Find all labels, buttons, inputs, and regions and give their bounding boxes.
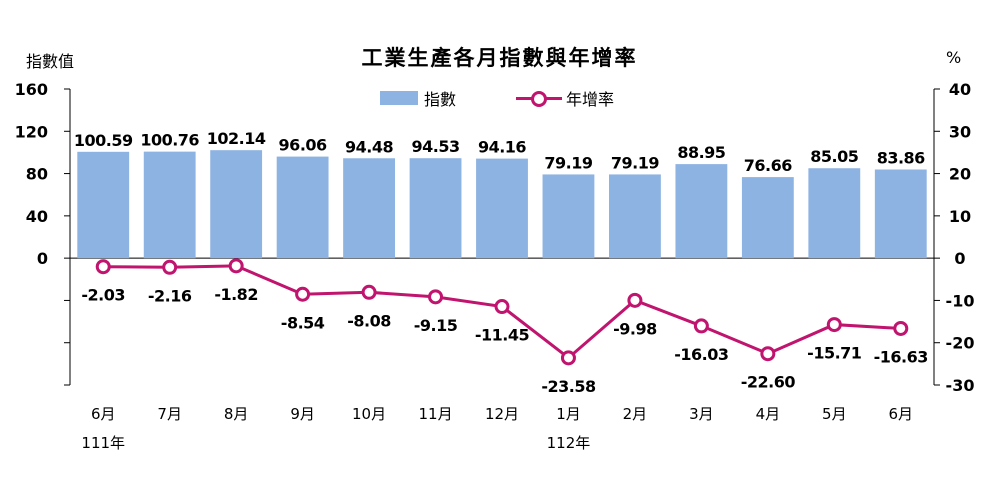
bar: [276, 156, 329, 259]
x-year-label: 112年: [547, 434, 591, 452]
bar-value-label: 76.66: [744, 156, 792, 175]
x-category-label: 3月: [689, 405, 714, 423]
legend-bar-label: 指數: [424, 90, 457, 109]
x-category-label: 10月: [352, 405, 386, 423]
bar-value-label: 83.86: [877, 148, 925, 167]
bar-value-label: 100.76: [140, 131, 199, 150]
growth-rate-label: -9.15: [414, 316, 458, 335]
growth-rate-point: [494, 299, 510, 315]
growth-rate-point: [826, 317, 842, 333]
growth-rate-point: [95, 259, 111, 275]
left-tick-label: 40: [26, 207, 48, 226]
right-tick-label: -10: [946, 291, 975, 310]
growth-rate-point: [560, 350, 576, 366]
growth-rate-label: -16.63: [874, 347, 928, 366]
growth-rate-label: -11.45: [475, 326, 530, 345]
left-tick-label: 160: [15, 80, 48, 99]
bar-value-label: 79.19: [611, 153, 659, 172]
right-tick-label: 10: [949, 207, 971, 226]
growth-rate-point: [760, 346, 776, 362]
growth-rate-label: -8.54: [281, 313, 325, 332]
right-tick-label: 30: [949, 122, 971, 141]
bar: [741, 177, 794, 259]
left-axis-label: 指數值: [26, 52, 75, 71]
bar: [675, 164, 728, 259]
x-category-label: 7月: [157, 405, 182, 423]
bar: [210, 150, 263, 259]
growth-rate-point: [428, 289, 444, 305]
x-category-label: 11月: [418, 405, 452, 423]
growth-rate-point: [162, 259, 178, 275]
x-category-label: 6月: [888, 405, 913, 423]
legend: 指數 年增率: [380, 86, 614, 110]
bar-value-label: 96.06: [279, 136, 327, 155]
x-year-label: 111年: [81, 434, 125, 452]
right-tick-label: -20: [946, 334, 975, 353]
bar-value-label: 94.53: [411, 137, 459, 156]
bar: [143, 151, 196, 259]
bar: [343, 158, 395, 259]
bar-value-label: 100.59: [74, 131, 133, 150]
x-category-label: 2月: [623, 405, 648, 423]
growth-rate-point: [893, 320, 909, 336]
bar: [77, 151, 130, 259]
bar: [609, 174, 661, 259]
right-tick-label: 20: [949, 165, 971, 184]
right-tick-label: 0: [954, 249, 965, 268]
growth-rate-point: [627, 292, 643, 308]
right-tick-label: -30: [946, 376, 975, 395]
bar-value-label: 94.48: [345, 137, 393, 156]
right-tick-label: 40: [949, 80, 971, 99]
left-tick-label: 0: [37, 249, 48, 268]
growth-rate-label: -9.98: [613, 319, 657, 338]
bar-value-label: 94.16: [478, 138, 526, 157]
bar-value-label: 102.14: [207, 129, 266, 148]
left-tick-label: 80: [26, 165, 48, 184]
growth-rate-label: -22.60: [741, 373, 796, 392]
x-category-label: 4月: [756, 405, 781, 423]
bar: [808, 168, 861, 259]
bar: [476, 158, 528, 259]
growth-rate-label: -8.08: [347, 311, 391, 330]
growth-rate-label: -16.03: [674, 345, 728, 364]
x-category-label: 1月: [556, 405, 581, 423]
growth-rate-point: [361, 284, 377, 300]
growth-rate-label: -2.16: [148, 286, 192, 305]
growth-rate-point: [228, 258, 244, 274]
growth-rate-point: [693, 318, 709, 334]
x-category-label: 6月: [91, 405, 116, 423]
bar: [874, 169, 927, 259]
x-category-label: 12月: [485, 405, 519, 423]
left-tick-label: 120: [15, 122, 48, 141]
growth-rate-label: -15.71: [807, 344, 862, 363]
right-axis-label: %: [946, 48, 962, 67]
bar-value-label: 85.05: [810, 147, 858, 166]
x-category-label: 5月: [822, 405, 847, 423]
bar: [409, 158, 462, 259]
legend-bar-swatch: [380, 91, 418, 105]
growth-rate-label: -2.03: [81, 286, 125, 305]
legend-line-swatch: [516, 91, 563, 107]
growth-rate-point: [295, 286, 311, 302]
chart-title: 工業生產各月指數與年增率: [361, 45, 638, 70]
bar-value-label: 79.19: [544, 153, 592, 172]
bar: [542, 174, 595, 259]
growth-rate-label: -1.82: [214, 285, 258, 304]
x-category-label: 8月: [224, 405, 249, 423]
x-category-label: 9月: [290, 405, 315, 423]
bar-value-label: 88.95: [677, 143, 725, 162]
legend-line-label: 年增率: [566, 90, 615, 109]
growth-rate-label: -23.58: [541, 377, 596, 396]
